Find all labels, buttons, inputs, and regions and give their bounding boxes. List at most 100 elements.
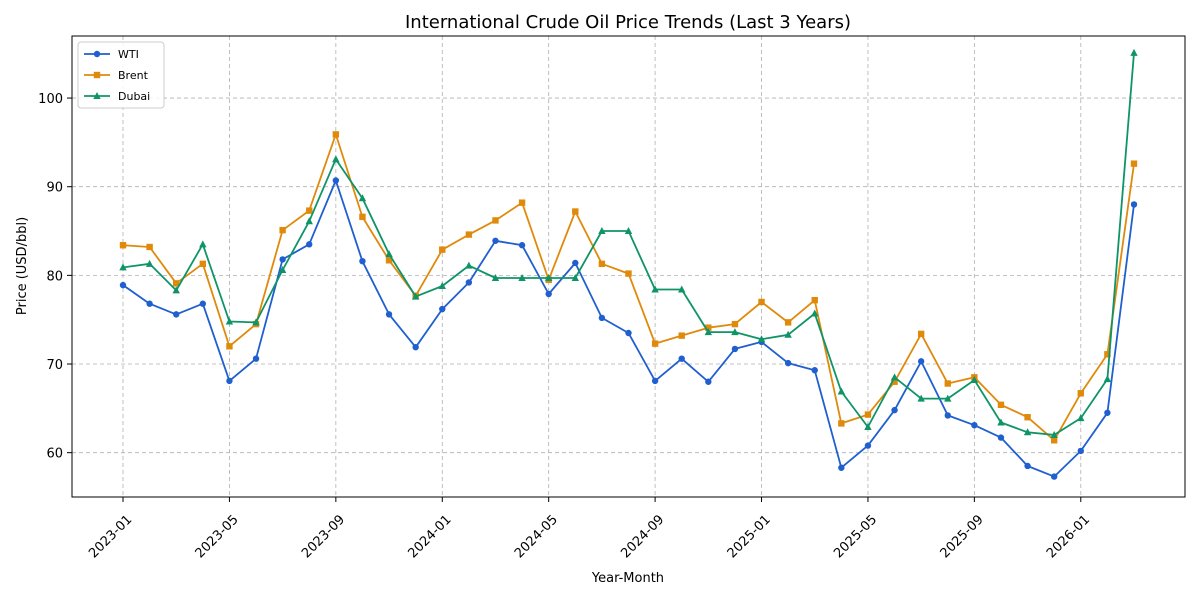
wti-point	[1024, 462, 1031, 470]
wti-point	[332, 177, 340, 184]
x-tick-label: 2025-05	[831, 512, 880, 561]
brent-point	[678, 332, 685, 339]
x-tick-label: 2024-09	[618, 512, 667, 561]
brent-point	[891, 378, 898, 385]
dubai-point	[571, 274, 579, 282]
brent-point	[332, 131, 340, 138]
brent-point	[1050, 437, 1058, 444]
series-layer	[119, 48, 1138, 480]
dubai-point	[1103, 375, 1112, 383]
x-tick-label: 2024-01	[406, 512, 455, 561]
dubai-point	[119, 263, 127, 271]
wti-point	[811, 367, 818, 374]
brent-point	[1104, 351, 1111, 358]
wti-point	[944, 412, 951, 419]
wti-point	[226, 377, 233, 385]
wti-point	[598, 314, 606, 322]
x-tick-label: 2024-05	[512, 512, 561, 561]
legend-marker-brent	[93, 71, 101, 79]
brent-point	[226, 343, 233, 350]
legend-label-dubai: Dubai	[118, 90, 150, 103]
brent-point	[465, 231, 473, 238]
wti-point	[731, 345, 739, 353]
x-tick-label: 2026-01	[1044, 512, 1093, 561]
wti-point	[119, 281, 127, 289]
brent-point	[811, 296, 818, 304]
plot-frame	[71, 35, 1186, 498]
brent-point	[651, 340, 659, 347]
wti-point	[492, 237, 499, 244]
legend-label-brent: Brent	[118, 69, 149, 82]
wti-point	[252, 355, 260, 362]
dubai-point	[864, 422, 872, 430]
dubai-point	[784, 330, 792, 338]
wti-line	[122, 179, 1135, 478]
wti-point	[651, 377, 659, 385]
y-tick-label: 70	[46, 358, 63, 373]
x-tick-label: 2023-05	[193, 512, 242, 561]
x-axis-label: Year-Month	[591, 571, 664, 586]
brent-point	[279, 226, 286, 234]
wti-point	[784, 359, 792, 367]
y-axis-label: Price (USD/bbl)	[15, 217, 30, 315]
brent-point	[705, 324, 712, 331]
brent-point	[838, 420, 845, 427]
dubai-point	[465, 261, 473, 269]
dubai-point	[811, 309, 819, 317]
wti-point	[1104, 409, 1111, 416]
dubai-point	[1050, 430, 1058, 438]
brent-point	[625, 270, 632, 277]
legend-item-brent: Brent	[84, 69, 149, 82]
dubai-point	[970, 375, 979, 383]
dubai-point	[491, 274, 500, 282]
dubai-point	[757, 335, 766, 343]
brent-point	[997, 401, 1005, 408]
y-axis: 60 70 80 90 100	[38, 92, 72, 462]
dubai-point	[225, 317, 234, 325]
dubai-point	[252, 318, 260, 326]
legend: WTI Brent Dubai	[77, 41, 165, 109]
brent-point	[146, 243, 153, 251]
wti-point	[997, 434, 1005, 441]
dubai-point	[438, 282, 446, 290]
brent-point	[199, 260, 207, 268]
wti-point	[518, 242, 526, 249]
dubai-point	[624, 227, 633, 235]
brent-point	[385, 257, 393, 264]
wti-point	[359, 257, 366, 265]
wti-point	[705, 378, 712, 385]
dubai-point	[704, 328, 713, 336]
wti-point	[917, 358, 925, 365]
wti-point	[173, 311, 180, 318]
dubai-point	[598, 227, 606, 235]
wti-point	[279, 256, 286, 263]
brent-point	[306, 207, 313, 214]
wti-point	[625, 329, 632, 337]
brent-point	[492, 217, 499, 224]
brent-point	[518, 199, 526, 206]
brent-point	[572, 208, 579, 215]
y-tick-label: 60	[46, 447, 63, 462]
wti-point	[439, 305, 446, 313]
wti-point	[572, 259, 579, 267]
dubai-point	[145, 259, 154, 267]
brent-point	[598, 260, 606, 268]
dubai-point	[332, 155, 340, 163]
dubai-point	[411, 292, 420, 300]
series-brent	[119, 131, 1138, 444]
series-dubai	[119, 48, 1138, 438]
dubai-point	[518, 274, 526, 282]
y-tick-label: 90	[46, 181, 63, 196]
legend-label-wti: WTI	[118, 48, 139, 61]
y-tick-label: 80	[46, 269, 63, 284]
wti-point	[971, 421, 978, 429]
x-tick-label: 2023-09	[299, 512, 348, 561]
dubai-point	[944, 394, 952, 402]
dubai-point	[997, 418, 1005, 426]
dubai-point	[199, 240, 207, 248]
brent-point	[1077, 390, 1084, 397]
wti-point	[1077, 447, 1084, 455]
wti-point	[199, 300, 207, 307]
